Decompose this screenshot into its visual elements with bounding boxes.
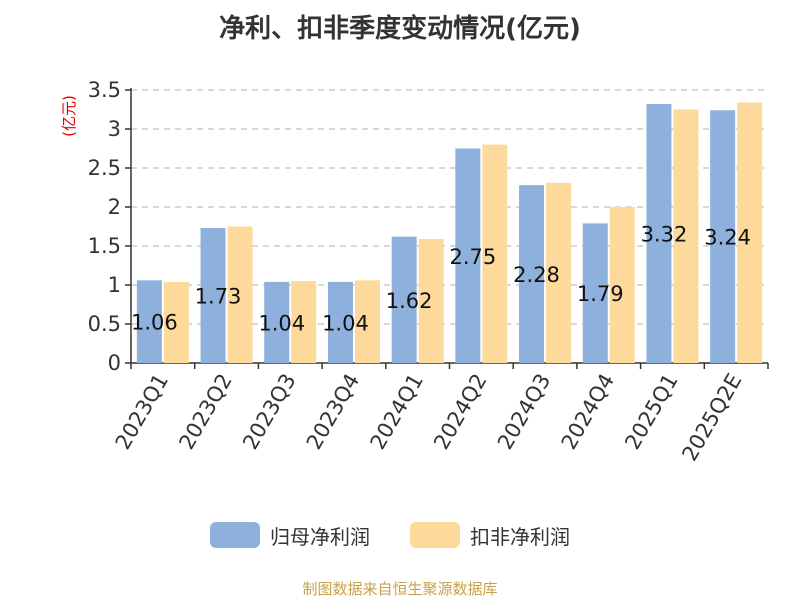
bar-deducted-profit-2023Q3	[291, 281, 317, 363]
y-tick-label-3: 1.5	[88, 234, 121, 258]
bar-deducted-profit-2025Q1	[673, 109, 699, 363]
legend-item-net-profit[interactable]: 归母净利润	[210, 520, 370, 550]
bar-net-profit-2023Q1	[136, 280, 162, 363]
y-tick-label-6: 3	[108, 117, 121, 141]
data-label-2024Q3: 2.28	[513, 263, 560, 287]
x-tick-label-2023Q4: 2023Q4	[302, 370, 364, 454]
bar-deducted-profit-2024Q1	[418, 238, 444, 363]
y-axis-label: (亿元)	[60, 95, 78, 137]
y-tick-label-7: 3.5	[88, 78, 121, 102]
bar-deducted-profit-2023Q1	[163, 281, 189, 363]
source-note: 制图数据来自恒生聚源数据库	[302, 580, 498, 598]
bar-net-profit-2023Q4	[327, 281, 353, 363]
bar-deducted-profit-2024Q2	[482, 144, 508, 363]
x-tick-label-2024Q1: 2024Q1	[366, 370, 428, 454]
x-tick-label-2023Q3: 2023Q3	[238, 370, 300, 454]
y-tick-label-4: 2	[108, 195, 121, 219]
bar-net-profit-2024Q3	[519, 185, 545, 363]
bar-net-profit-2024Q2	[455, 148, 481, 363]
bar-deducted-profit-2024Q4	[609, 207, 635, 363]
y-tick-label-1: 0.5	[88, 312, 121, 336]
data-label-2023Q4: 1.04	[322, 311, 369, 335]
legend-item-deducted-profit[interactable]: 扣非净利润	[410, 520, 570, 550]
x-tick-label-2023Q2: 2023Q2	[174, 370, 236, 454]
x-tick-label-2024Q4: 2024Q4	[557, 370, 619, 454]
y-tick-label-0: 0	[108, 351, 121, 375]
bar-net-profit-2024Q1	[391, 236, 417, 363]
legend-swatch-net-profit	[210, 522, 260, 548]
data-label-2024Q1: 1.62	[386, 289, 433, 313]
x-tick-label-2025Q1: 2025Q1	[620, 370, 682, 454]
legend-label-deducted-profit: 扣非净利润	[470, 524, 570, 549]
bar-net-profit-2025Q1	[646, 104, 672, 363]
bar-net-profit-2024Q4	[582, 223, 608, 363]
bar-deducted-profit-2023Q2	[227, 226, 253, 363]
x-tick-label-2025Q2E: 2025Q2E	[677, 370, 746, 466]
data-label-2024Q2: 2.75	[449, 245, 496, 269]
y-tick-label-5: 2.5	[88, 156, 121, 180]
data-label-2025Q1: 3.32	[641, 223, 688, 247]
data-label-2023Q1: 1.06	[131, 311, 178, 335]
bar-deducted-profit-2023Q4	[354, 280, 380, 363]
y-tick-label-2: 1	[108, 273, 121, 297]
bar-net-profit-2023Q3	[264, 281, 290, 363]
x-tick-label-2023Q1: 2023Q1	[111, 370, 173, 454]
data-label-2023Q3: 1.04	[258, 311, 305, 335]
x-tick-label-2024Q3: 2024Q3	[493, 370, 555, 454]
data-label-2024Q4: 1.79	[577, 282, 624, 306]
bar-net-profit-2023Q2	[200, 228, 226, 363]
bar-net-profit-2025Q2E	[710, 110, 736, 363]
chart-title: 净利、扣非季度变动情况(亿元)	[219, 14, 581, 44]
data-label-2025Q2E: 3.24	[704, 226, 751, 250]
legend-label-net-profit: 归母净利润	[270, 524, 370, 549]
x-tick-label-2024Q2: 2024Q2	[429, 370, 491, 454]
legend-swatch-deducted-profit	[410, 522, 460, 548]
data-label-2023Q2: 1.73	[195, 285, 242, 309]
bar-deducted-profit-2025Q2E	[737, 102, 763, 363]
bar-deducted-profit-2024Q3	[546, 182, 572, 363]
